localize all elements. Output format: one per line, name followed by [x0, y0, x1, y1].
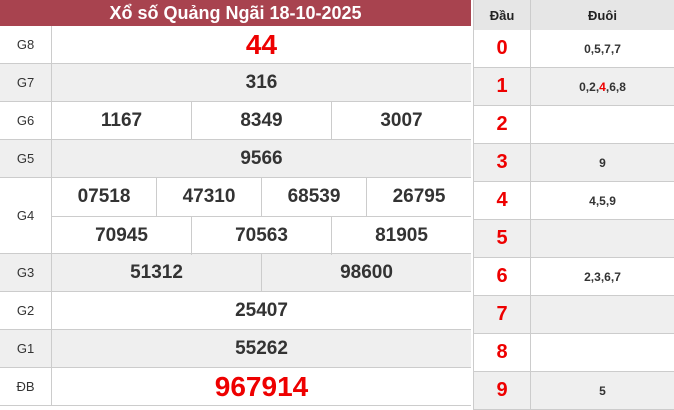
tail-digit: 3: [594, 269, 601, 284]
head-digit: 0: [474, 30, 531, 67]
tail-digits: 0,2,4,6,8: [579, 79, 626, 94]
prize-row-g8: G8 44: [0, 26, 471, 64]
head-digit: 2: [474, 106, 531, 143]
prize-label: G2: [0, 292, 52, 329]
tail-digits: 5: [531, 372, 674, 409]
prize-row-g7: G7 316: [0, 64, 471, 102]
head-digit: 6: [474, 258, 531, 295]
prize-row-g1: G1 55262: [0, 330, 471, 368]
head-column-label: Đầu: [474, 0, 531, 30]
tail-digits: 0,5,7,7: [584, 41, 621, 56]
tail-digit: 7: [604, 41, 611, 56]
prize-row-đb: ĐB 967914: [0, 368, 471, 406]
prize-number: 47310: [157, 178, 262, 216]
tail-digit: 9: [609, 193, 616, 208]
prize-label: G1: [0, 330, 52, 367]
tail-digit: 7: [614, 41, 621, 56]
prize-number: 81905: [375, 225, 428, 246]
loto-header: Đầu Đuôi: [474, 0, 674, 30]
tail-digits: [531, 220, 674, 257]
prize-label: G8: [0, 26, 52, 63]
tail-digits: [531, 296, 674, 333]
prize-number: 51312: [52, 254, 262, 292]
prize-number: 44: [245, 29, 278, 60]
prize-number: 55262: [235, 338, 288, 359]
prize-label: ĐB: [0, 368, 52, 405]
prize-row-g3: G3 51312 98600: [0, 254, 471, 292]
prize-label: G6: [0, 102, 52, 139]
tail-digit: 5: [599, 193, 606, 208]
prize-number: 8349: [192, 102, 332, 140]
tail-digits: [531, 106, 674, 143]
prize-row-g6: G6 1167 8349 3007: [0, 102, 471, 140]
tail-digits: [531, 334, 674, 371]
tail-digit: 0: [584, 41, 591, 56]
tail-digits: 9: [531, 144, 674, 181]
prize-row-g4: G4 07518 47310 68539 26795 70945 70563 81905: [0, 178, 471, 255]
tail-digit: 8: [619, 79, 626, 94]
prize-number: 68539: [262, 178, 367, 216]
loto-row: 5: [474, 220, 674, 258]
tail-digit: 9: [599, 155, 606, 170]
prize-number: 967914: [214, 371, 309, 402]
prize-number: 07518: [52, 178, 157, 216]
tail-digit: 6: [609, 79, 616, 94]
head-digit: 5: [474, 220, 531, 257]
prize-number: 70945: [52, 217, 192, 255]
results-title: Xổ số Quảng Ngãi 18-10-2025: [0, 0, 471, 26]
head-digit: 3: [474, 144, 531, 181]
prize-number: 3007: [380, 110, 423, 131]
loto-row: 8: [474, 334, 674, 372]
tail-column-label: Đuôi: [588, 7, 617, 23]
tail-digit: 5: [594, 41, 601, 56]
prize-label: G4: [0, 178, 52, 253]
tail-digit: 0: [579, 79, 586, 94]
tail-digit: 2: [584, 269, 591, 284]
tail-digit: 7: [614, 269, 621, 284]
prize-row-g2: G2 25407: [0, 292, 471, 330]
head-digit: 7: [474, 296, 531, 333]
tail-digit: 4: [589, 193, 596, 208]
prize-row-g5: G5 9566: [0, 140, 471, 178]
head-digit: 4: [474, 182, 531, 219]
prize-number: 70563: [192, 217, 332, 255]
head-digit: 8: [474, 334, 531, 371]
prize-number: 26795: [392, 186, 446, 207]
tail-digits: 2,3,6,7: [584, 269, 621, 284]
prize-label: G7: [0, 64, 52, 101]
tail-digit: 6: [604, 269, 611, 284]
results-table: Xổ số Quảng Ngãi 18-10-2025 G8 44 G7 316 G6 1…: [0, 0, 471, 406]
loto-row: 7: [474, 296, 674, 334]
tail-digit: 4: [599, 79, 606, 94]
tail-digits: 4,5,9: [589, 193, 616, 208]
head-digit: 9: [474, 372, 531, 409]
head-digit: 1: [474, 68, 531, 105]
prize-number: 9566: [240, 148, 283, 169]
loto-row: 1 0,2,4,6,8: [474, 68, 674, 106]
loto-row: 2: [474, 106, 674, 144]
prize-label: G3: [0, 254, 52, 291]
prize-number: 316: [245, 72, 278, 93]
prize-number: 25407: [235, 300, 288, 321]
prize-label: G5: [0, 140, 52, 177]
prize-number: 98600: [340, 262, 393, 283]
tail-digit: 5: [599, 383, 606, 398]
prize-number: 1167: [52, 102, 192, 140]
tail-digit: 2: [589, 79, 596, 94]
